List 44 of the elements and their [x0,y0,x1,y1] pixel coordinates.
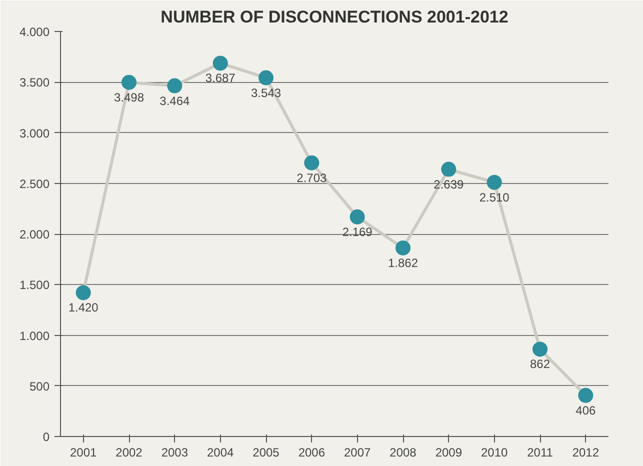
point [304,155,320,170]
x-tick-label: 2005 [252,446,280,460]
y-tick-label: 3.500 [19,76,50,90]
x-tick-label: 2006 [298,446,326,460]
data-label: 862 [530,357,550,372]
data-label: 2.510 [479,190,510,204]
x-tick-label: 2010 [480,446,508,460]
y-tick-label: 0 [42,430,50,444]
y-tick-label: 3.000 [19,126,50,140]
x-tick-label: 2004 [206,446,234,460]
data-label: 1.420 [68,300,99,315]
point [350,209,365,224]
point [122,74,136,90]
point [532,342,548,357]
chart-title: NUMBER OF DISCONNECTIONS 2001-2012 [160,8,508,26]
y-tick-label: 1.500 [19,278,50,292]
point [212,56,228,71]
x-tick-label: 2009 [435,446,462,460]
y-tick-label: 4.000 [19,25,50,39]
data-label: 3.464 [160,94,190,108]
x-tick-label: 2003 [161,446,188,460]
y-tick-label: 1.000 [19,328,50,343]
data-label: 1.862 [388,256,418,270]
x-tick-label: 2012 [572,446,600,460]
x-tick-label: 2008 [390,446,417,460]
data-label: 3.687 [205,71,236,86]
data-label: 2.703 [296,170,328,185]
y-tick-label: 2.000 [19,228,50,242]
point [396,240,410,256]
point [258,70,274,86]
x-tick-label: 2001 [70,446,98,460]
y-tick-label: 2.500 [19,176,50,191]
point [486,174,502,190]
point [76,285,91,300]
x-tick-label: 2011 [527,446,554,460]
point [441,162,456,177]
y-tick-label: 500 [29,379,50,394]
x-tick-label: 2007 [344,446,372,460]
data-label: 3.543 [250,86,282,100]
x-tick-label: 2002 [116,446,143,460]
data-label: 406 [576,403,596,418]
data-label: 3.498 [114,90,144,104]
point [167,78,182,94]
point [578,388,594,403]
